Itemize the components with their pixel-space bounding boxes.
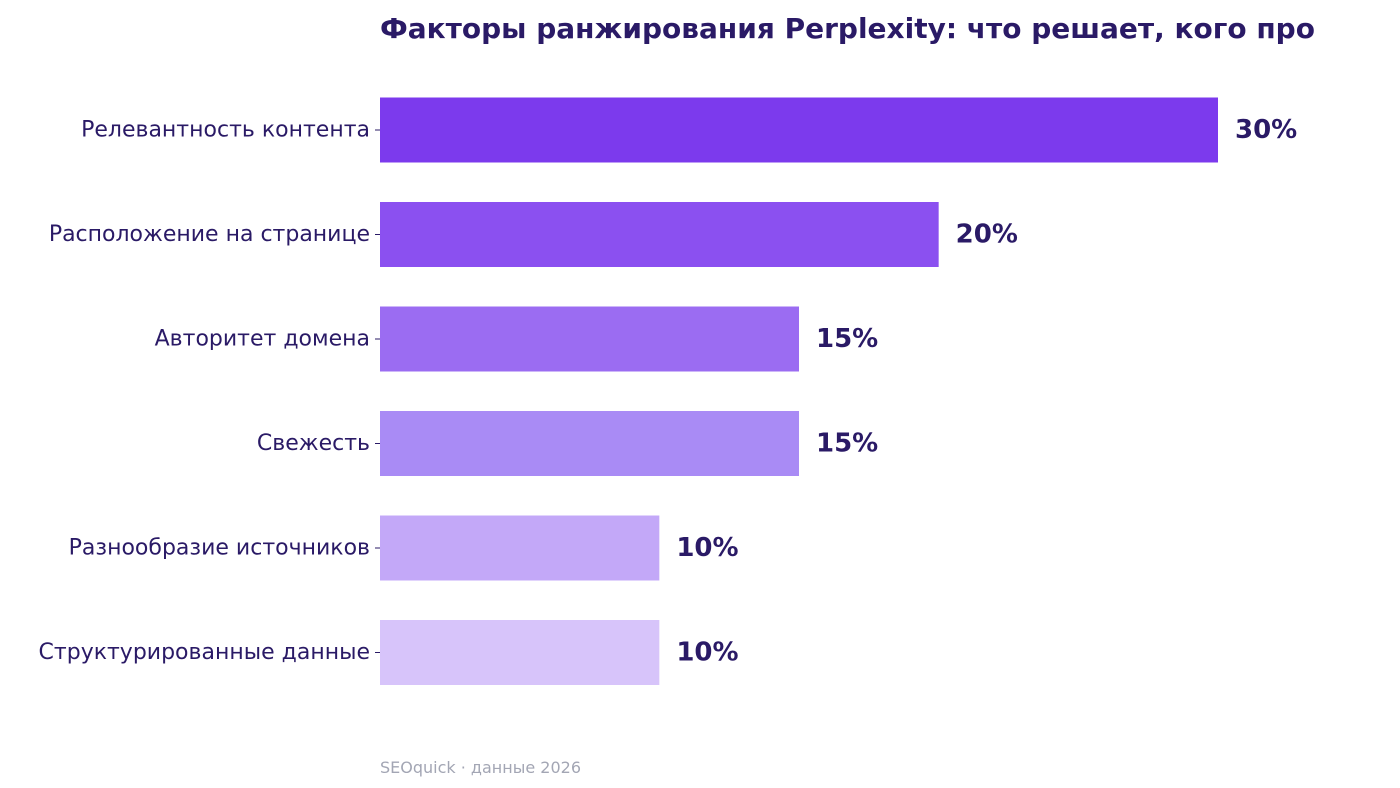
category-label: Релевантность контента xyxy=(81,118,370,143)
value-label: 30% xyxy=(1235,115,1297,145)
value-label: 10% xyxy=(676,533,738,563)
value-label: 10% xyxy=(676,638,738,668)
category-label: Авторитет домена xyxy=(155,327,370,352)
bars xyxy=(380,97,1218,685)
bar xyxy=(380,202,939,267)
bar xyxy=(380,97,1218,163)
category-label: Разнообразие источников xyxy=(69,536,370,561)
category-label: Расположение на странице xyxy=(49,222,370,247)
bar xyxy=(380,620,660,685)
category-label: Свежесть xyxy=(257,431,370,456)
bar xyxy=(380,411,799,476)
footer-source: SEOquick · данные 2026 xyxy=(380,758,581,777)
value-label: 15% xyxy=(816,429,878,459)
y-axis: Релевантность контента Расположение на ст… xyxy=(39,118,380,665)
value-label: 15% xyxy=(816,324,878,354)
chart-title: Факторы ранжирования Perplexity: что реш… xyxy=(380,12,1315,45)
value-label: 20% xyxy=(956,220,1018,250)
value-labels: 30% 20% 15% 15% 10% 10% xyxy=(676,115,1297,668)
category-label: Структурированные данные xyxy=(39,640,370,665)
bar xyxy=(380,306,799,372)
bar xyxy=(380,515,660,581)
